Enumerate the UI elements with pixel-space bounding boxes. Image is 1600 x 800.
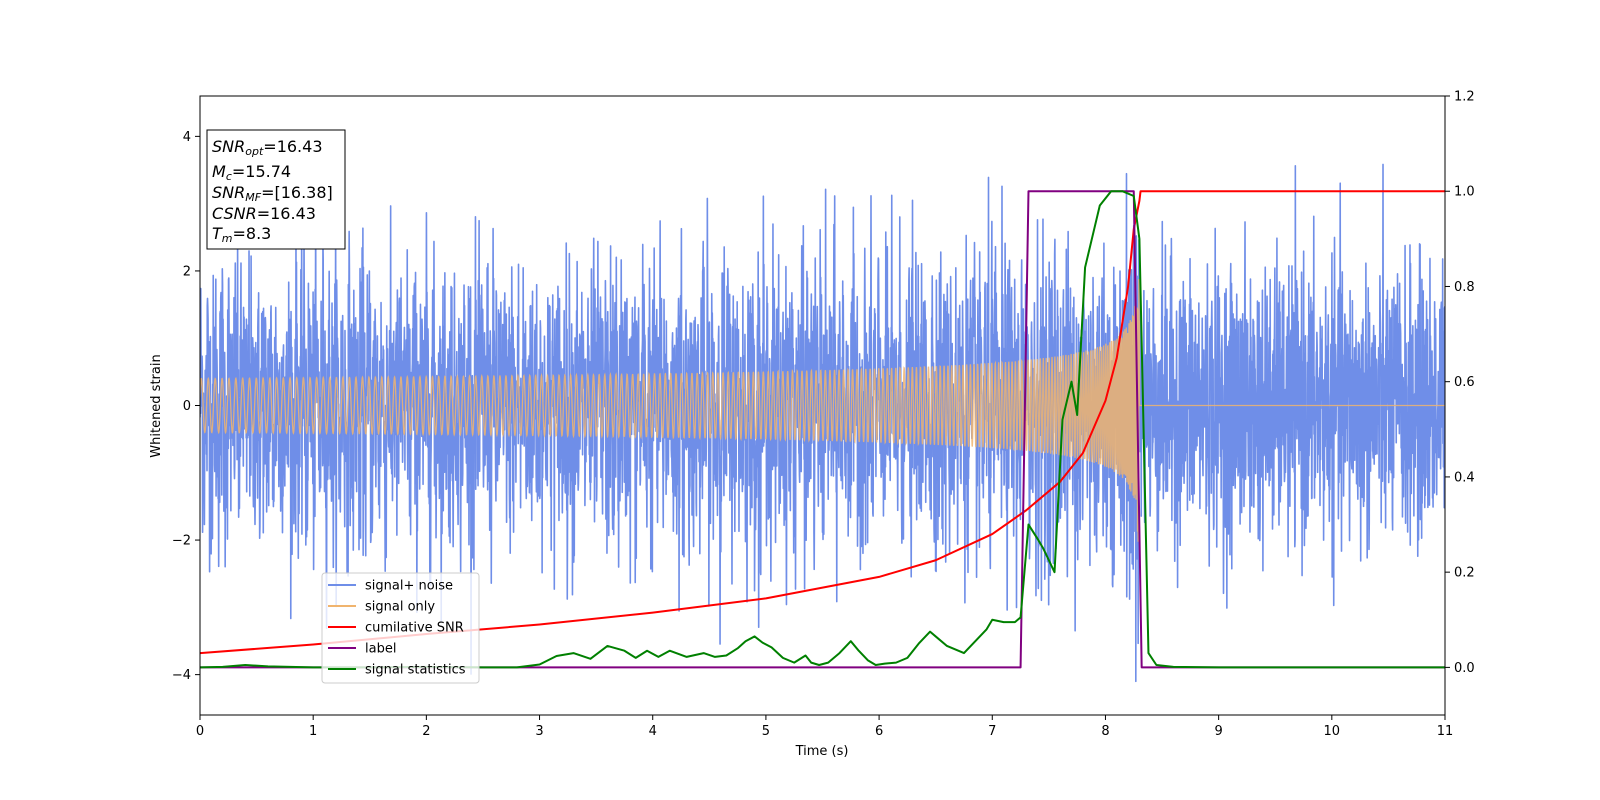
info-tm: Tm=8.3	[212, 224, 271, 245]
x-tick-label: 4	[649, 724, 657, 739]
x-tick-label: 2	[422, 724, 430, 739]
legend-label: label	[365, 642, 396, 657]
x-tick-label: 11	[1437, 724, 1454, 739]
info-box-frame	[206, 129, 346, 250]
legend-frame	[321, 572, 480, 684]
legend-entry: label	[328, 642, 396, 657]
x-tick-label: 8	[1101, 724, 1109, 739]
legend-entry: signal+ noise	[328, 579, 453, 594]
legend-label: signal only	[365, 600, 435, 615]
y-right-tick-label: 0.4	[1454, 470, 1475, 485]
x-tick-label: 5	[762, 724, 770, 739]
info-csnr: CSNR=16.43	[212, 204, 316, 223]
legend-entry: signal statistics	[328, 663, 466, 678]
y-left-tick-label: −2	[172, 534, 191, 549]
info-snr-opt: SNRopt=16.43	[212, 137, 323, 158]
y-right-tick-label: 0.8	[1454, 280, 1475, 295]
legend-label: signal+ noise	[365, 579, 453, 594]
x-tick-label: 7	[988, 724, 996, 739]
y-left-tick-label: 0	[183, 399, 191, 414]
plot-area	[200, 163, 1445, 683]
info-snr-mf: SNRMF=[16.38]	[212, 183, 333, 204]
legend-label: cumilative SNR	[365, 621, 464, 636]
y-axis-label: Whitened strain	[149, 354, 164, 457]
y-left-tick-label: 2	[183, 264, 191, 279]
y-axis-left: 4 2 0 −2 −4	[172, 130, 200, 683]
x-tick-label: 10	[1324, 724, 1341, 739]
y-left-tick-label: 4	[183, 130, 191, 145]
y-right-tick-label: 1.2	[1454, 90, 1475, 105]
legend-entry: signal only	[328, 600, 435, 615]
y-right-tick-label: 1.0	[1454, 185, 1475, 200]
info-mc: Mc=15.74	[212, 162, 291, 183]
info-box: SNRopt=16.43 Mc=15.74 SNRMF=[16.38] CSNR…	[206, 129, 346, 250]
x-tick-label: 6	[875, 724, 883, 739]
x-tick-label: 0	[196, 724, 204, 739]
y-right-tick-label: 0.0	[1454, 661, 1475, 676]
x-tick-label: 9	[1214, 724, 1222, 739]
series-signal-noise	[200, 163, 1445, 683]
x-tick-label: 3	[535, 724, 543, 739]
x-axis-label: Time (s)	[795, 744, 849, 759]
legend-label: signal statistics	[365, 663, 466, 678]
y-right-tick-label: 0.6	[1454, 375, 1475, 390]
legend: signal+ noise signal only cumilative SNR la…	[321, 572, 480, 684]
y-left-tick-label: −4	[172, 668, 191, 683]
legend-entry: cumilative SNR	[328, 621, 464, 636]
y-right-tick-label: 0.2	[1454, 566, 1475, 581]
series-signal-statistics	[200, 190, 1445, 669]
series-signal-only	[200, 279, 1445, 542]
x-axis: 0 1 2 3 4 5 6 7 8 9 10 11	[196, 715, 1453, 739]
x-tick-label: 1	[309, 724, 317, 739]
y-axis-right: 1.2 1.0 0.8 0.6 0.4 0.2 0.0	[1445, 90, 1475, 676]
